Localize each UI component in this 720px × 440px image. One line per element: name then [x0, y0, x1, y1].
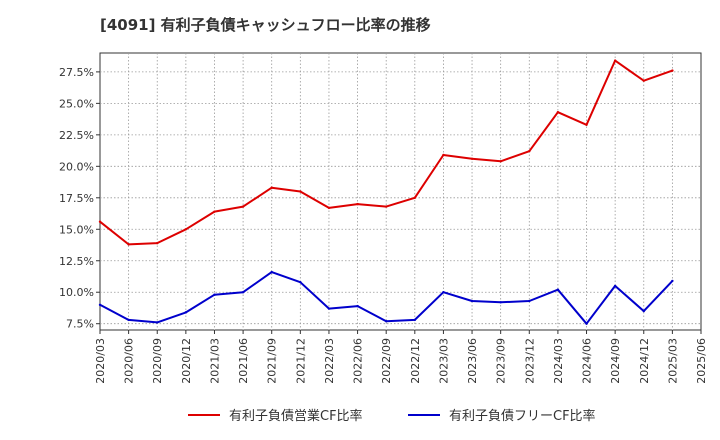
data-point — [98, 303, 102, 307]
x-tick-label: 2025/03 — [666, 338, 679, 384]
data-point — [585, 123, 588, 126]
data-point — [642, 309, 645, 313]
x-tick-label: 2022/09 — [380, 338, 393, 384]
x-tick-label: 2020/09 — [151, 338, 164, 384]
data-point — [384, 319, 388, 323]
x-tick-label: 2023/12 — [523, 338, 536, 384]
data-point — [499, 160, 502, 163]
data-point — [156, 241, 159, 245]
x-tick-label: 2023/03 — [437, 338, 450, 384]
data-point — [528, 150, 531, 153]
data-point — [299, 280, 302, 284]
y-tick-label: 7.5% — [66, 318, 94, 331]
y-tick-label: 17.5% — [59, 192, 94, 205]
legend-label: 有利子負債フリーCF比率 — [449, 408, 596, 424]
data-point — [270, 186, 273, 189]
data-point — [356, 304, 359, 308]
data-point — [127, 243, 130, 246]
data-point — [556, 110, 560, 114]
y-tick-label: 12.5% — [59, 255, 94, 268]
x-tick-label: 2023/09 — [495, 338, 508, 384]
legend-label: 有利子負債営業CF比率 — [229, 408, 363, 424]
data-point — [270, 270, 273, 274]
x-tick-label: 2020/03 — [94, 338, 107, 384]
data-point — [585, 322, 588, 325]
y-tick-label: 20.0% — [59, 160, 94, 173]
x-tick-label: 2023/06 — [466, 338, 479, 384]
data-point — [442, 291, 445, 294]
x-tick-label: 2021/06 — [237, 338, 250, 384]
plot-area — [99, 52, 702, 331]
data-point — [356, 202, 359, 206]
data-point — [299, 190, 302, 193]
legend: 有利子負債営業CF比率 有利子負債フリーCF比率 — [188, 408, 596, 424]
x-tick-label: 2021/12 — [294, 338, 307, 384]
x-tick-label: 2021/09 — [266, 338, 279, 384]
data-point — [642, 79, 645, 82]
y-axis-ticks: 7.5% 10.0% 12.5% 15.0% 17.5% 20.0% 22.5% 25.0% 2… — [59, 66, 100, 331]
data-point — [499, 301, 502, 304]
x-tick-label: 2024/09 — [609, 338, 622, 384]
data-point — [613, 284, 617, 288]
x-tick-label: 2022/03 — [323, 338, 336, 384]
data-point — [671, 279, 674, 283]
x-tick-label: 2025/06 — [695, 338, 708, 384]
x-tick-label: 2024/06 — [581, 338, 594, 384]
chart-title: [4091] 有利子負債キャッシュフロー比率の推移 — [100, 16, 431, 34]
data-point — [384, 205, 388, 208]
data-point — [184, 228, 188, 231]
data-point — [327, 307, 331, 310]
data-point — [470, 157, 474, 160]
data-point — [327, 206, 331, 210]
data-point — [413, 196, 417, 199]
data-point — [184, 311, 188, 314]
data-point — [127, 318, 130, 322]
data-point — [413, 318, 417, 322]
data-point — [156, 321, 159, 324]
data-point — [613, 59, 617, 62]
x-tick-label: 2020/12 — [180, 338, 193, 384]
series-lines — [98, 59, 674, 325]
y-tick-label: 15.0% — [59, 223, 94, 236]
data-point — [470, 299, 474, 303]
data-point — [98, 220, 102, 223]
x-tick-label: 2024/12 — [638, 338, 651, 384]
data-point — [241, 291, 245, 294]
y-tick-label: 25.0% — [59, 97, 94, 110]
y-tick-label: 22.5% — [59, 129, 94, 142]
data-point — [213, 210, 216, 213]
y-tick-label: 27.5% — [59, 66, 94, 79]
grid-lines — [100, 53, 701, 330]
x-axis-ticks: 2020/03 2020/06 2020/09 2020/12 2021/03 2021/… — [94, 330, 708, 384]
y-tick-label: 10.0% — [59, 286, 94, 299]
data-point — [213, 293, 216, 296]
x-tick-label: 2022/12 — [409, 338, 422, 384]
data-point — [556, 288, 560, 291]
data-point — [241, 205, 245, 208]
data-point — [442, 153, 445, 157]
x-tick-label: 2020/06 — [123, 338, 136, 384]
x-tick-label: 2021/03 — [208, 338, 221, 384]
x-tick-label: 2022/06 — [352, 338, 365, 384]
x-tick-label: 2024/03 — [552, 338, 565, 384]
data-point — [528, 299, 531, 303]
data-point — [671, 69, 674, 72]
